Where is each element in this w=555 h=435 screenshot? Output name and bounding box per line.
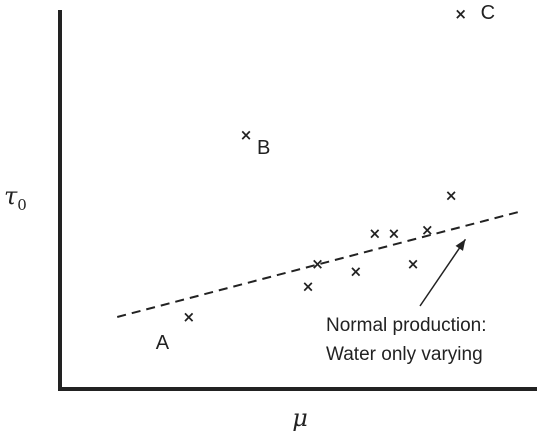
data-point-marker: × <box>421 221 434 239</box>
data-point-marker: × <box>240 126 253 144</box>
data-point-marker: × <box>369 225 382 243</box>
annotation-arrow <box>419 238 467 307</box>
trend-line <box>116 209 523 318</box>
data-point-marker: × <box>311 255 324 273</box>
annotation: Normal production: Water only varying <box>326 238 487 365</box>
data-point-marker: × <box>407 255 420 273</box>
annotation-line-2: Water only varying <box>326 344 483 365</box>
x-axis-label: μ <box>292 404 308 432</box>
data-point-marker: × <box>349 263 362 281</box>
data-point-marker: × <box>302 278 315 296</box>
data-point-label-a: A <box>156 332 170 354</box>
y-axis-label: τ0 <box>4 182 27 214</box>
annotation-line-1: Normal production: <box>326 315 487 336</box>
data-point-marker: × <box>388 225 401 243</box>
data-point-marker: × <box>454 5 467 23</box>
data-point-marker: × <box>445 187 458 205</box>
data-point-marker: × <box>183 308 196 326</box>
data-point-label-c: C <box>481 2 495 24</box>
data-point-label-b: B <box>257 137 270 159</box>
data-points: ×A×B× C×× ×× ×××× <box>156 2 495 354</box>
annotation-arrowhead <box>455 239 466 251</box>
